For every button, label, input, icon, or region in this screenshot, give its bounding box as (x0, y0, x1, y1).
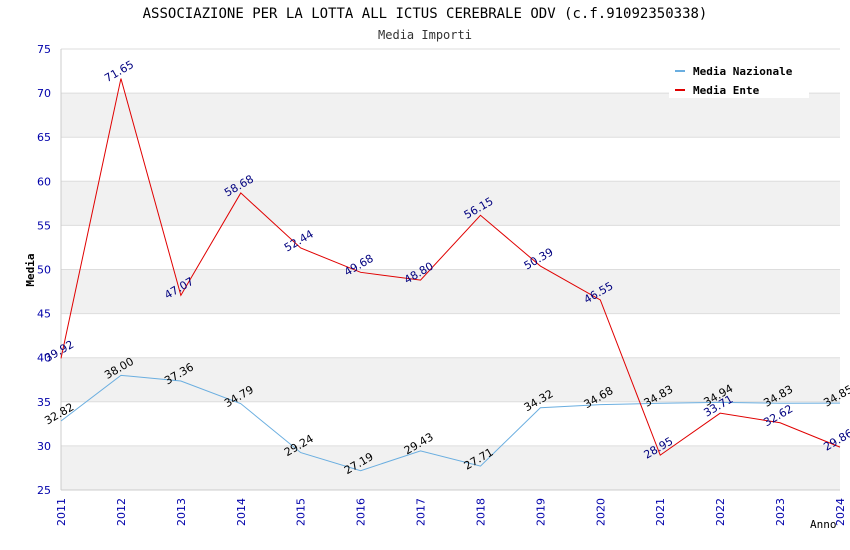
x-tick-label: 2021 (654, 498, 667, 526)
legend: Media Nazionale Media Ente (669, 60, 809, 98)
x-tick-label: 2012 (115, 498, 128, 526)
data-label-ente: 52.44 (282, 227, 316, 254)
x-tick-label: 2024 (834, 498, 847, 526)
y-tick-label: 70 (37, 87, 51, 100)
legend-swatch-ente (675, 89, 685, 91)
x-tick-label: 2019 (534, 498, 547, 526)
y-tick-label: 60 (37, 175, 51, 188)
data-label-ente: 50.39 (522, 246, 556, 273)
x-tick-label: 2020 (594, 498, 607, 526)
legend-label-ente: Media Ente (693, 83, 760, 97)
chart-subtitle: Media Importi (378, 28, 472, 42)
grid-band (61, 445, 840, 490)
legend-item-nazionale: Media Nazionale (675, 64, 792, 78)
x-tick-label: 2011 (55, 498, 68, 526)
legend-item-ente: Media Ente (675, 83, 759, 97)
grid-band (61, 181, 840, 226)
series-line-nazionale (60, 374, 841, 472)
x-tick-label: 2016 (355, 498, 368, 526)
x-tick-label: 2013 (175, 498, 188, 526)
x-tick-label: 2014 (235, 498, 248, 526)
y-tick-label: 45 (37, 308, 51, 321)
x-tick-label: 2015 (295, 498, 308, 526)
data-label-ente: 71.65 (102, 58, 136, 85)
y-tick-label: 50 (37, 264, 51, 277)
y-tick-label: 40 (37, 352, 51, 365)
y-axis-label: Media (24, 253, 37, 286)
x-tick-label: 2018 (474, 498, 487, 526)
y-tick-label: 35 (37, 396, 51, 409)
grid-band (61, 269, 840, 314)
x-axis-label: Anno (810, 518, 837, 531)
grid-band (61, 93, 840, 138)
y-tick-label: 25 (37, 484, 51, 497)
chart-title: ASSOCIAZIONE PER LA LOTTA ALL ICTUS CERE… (142, 6, 708, 22)
x-tick-label: 2023 (774, 498, 787, 526)
x-tick-label: 2017 (415, 498, 428, 526)
y-tick-label: 55 (37, 219, 51, 232)
y-tick-label: 30 (37, 440, 51, 453)
legend-swatch-nazionale (675, 70, 685, 72)
y-tick-label: 65 (37, 131, 51, 144)
y-tick-label: 75 (37, 43, 51, 56)
legend-label-nazionale: Media Nazionale (693, 64, 793, 78)
x-tick-label: 2022 (714, 498, 727, 526)
series-line-ente (60, 78, 841, 456)
grid-band (61, 357, 840, 402)
